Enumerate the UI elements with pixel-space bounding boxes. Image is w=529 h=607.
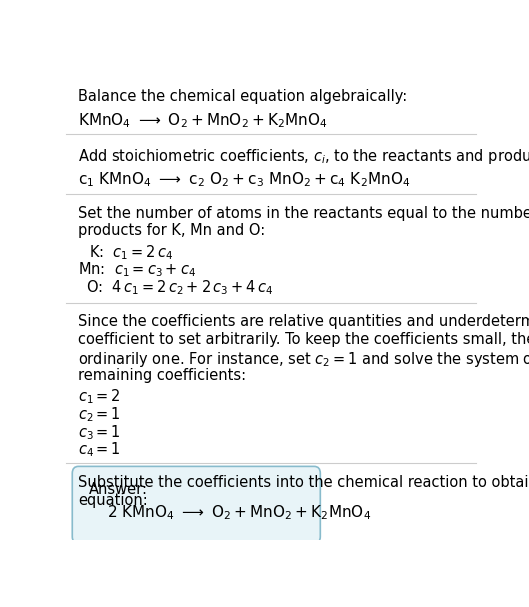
Text: Add stoichiometric coefficients, $c_i$, to the reactants and products:: Add stoichiometric coefficients, $c_i$, … xyxy=(78,147,529,166)
Text: $\mathrm{2 \ KMnO_4 \ \longrightarrow \ O_2 + MnO_2 + K_2MnO_4}$: $\mathrm{2 \ KMnO_4 \ \longrightarrow \ … xyxy=(107,504,371,523)
Text: products for K, Mn and O:: products for K, Mn and O: xyxy=(78,223,266,239)
Text: $\mathrm{O}$:  $4\,c_1 = 2\,c_2 + 2\,c_3 + 4\,c_4$: $\mathrm{O}$: $4\,c_1 = 2\,c_2 + 2\,c_3 … xyxy=(86,279,273,297)
Text: Since the coefficients are relative quantities and underdetermined, choose a: Since the coefficients are relative quan… xyxy=(78,314,529,330)
Text: equation:: equation: xyxy=(78,492,148,507)
Text: $c_4 = 1$: $c_4 = 1$ xyxy=(78,441,121,459)
Text: ordinarily one. For instance, set $c_2 = 1$ and solve the system of equations fo: ordinarily one. For instance, set $c_2 =… xyxy=(78,350,529,369)
Text: $c_3 = 1$: $c_3 = 1$ xyxy=(78,423,121,442)
Text: $\mathrm{Mn}$:  $c_1 = c_3 + c_4$: $\mathrm{Mn}$: $c_1 = c_3 + c_4$ xyxy=(78,261,196,279)
Text: remaining coefficients:: remaining coefficients: xyxy=(78,368,247,383)
Text: $\mathrm{KMnO_4 \ \longrightarrow \ O_2 + MnO_2 + K_2MnO_4}$: $\mathrm{KMnO_4 \ \longrightarrow \ O_2 … xyxy=(78,112,328,131)
Text: $c_2 = 1$: $c_2 = 1$ xyxy=(78,405,121,424)
Text: Balance the chemical equation algebraically:: Balance the chemical equation algebraica… xyxy=(78,89,408,104)
Text: Substitute the coefficients into the chemical reaction to obtain the balanced: Substitute the coefficients into the che… xyxy=(78,475,529,490)
Text: coefficient to set arbitrarily. To keep the coefficients small, the arbitrary va: coefficient to set arbitrarily. To keep … xyxy=(78,332,529,347)
Text: $\mathrm{c_1 \ KMnO_4 \ \longrightarrow \ c_2 \ O_2 + c_3 \ MnO_2 + c_4 \ K_2MnO: $\mathrm{c_1 \ KMnO_4 \ \longrightarrow … xyxy=(78,171,411,189)
Text: Answer:: Answer: xyxy=(89,482,148,497)
Text: Set the number of atoms in the reactants equal to the number of atoms in the: Set the number of atoms in the reactants… xyxy=(78,206,529,220)
Text: $\mathrm{K}$:  $c_1 = 2\,c_4$: $\mathrm{K}$: $c_1 = 2\,c_4$ xyxy=(89,243,173,262)
FancyBboxPatch shape xyxy=(72,466,321,543)
Text: $c_1 = 2$: $c_1 = 2$ xyxy=(78,387,121,406)
